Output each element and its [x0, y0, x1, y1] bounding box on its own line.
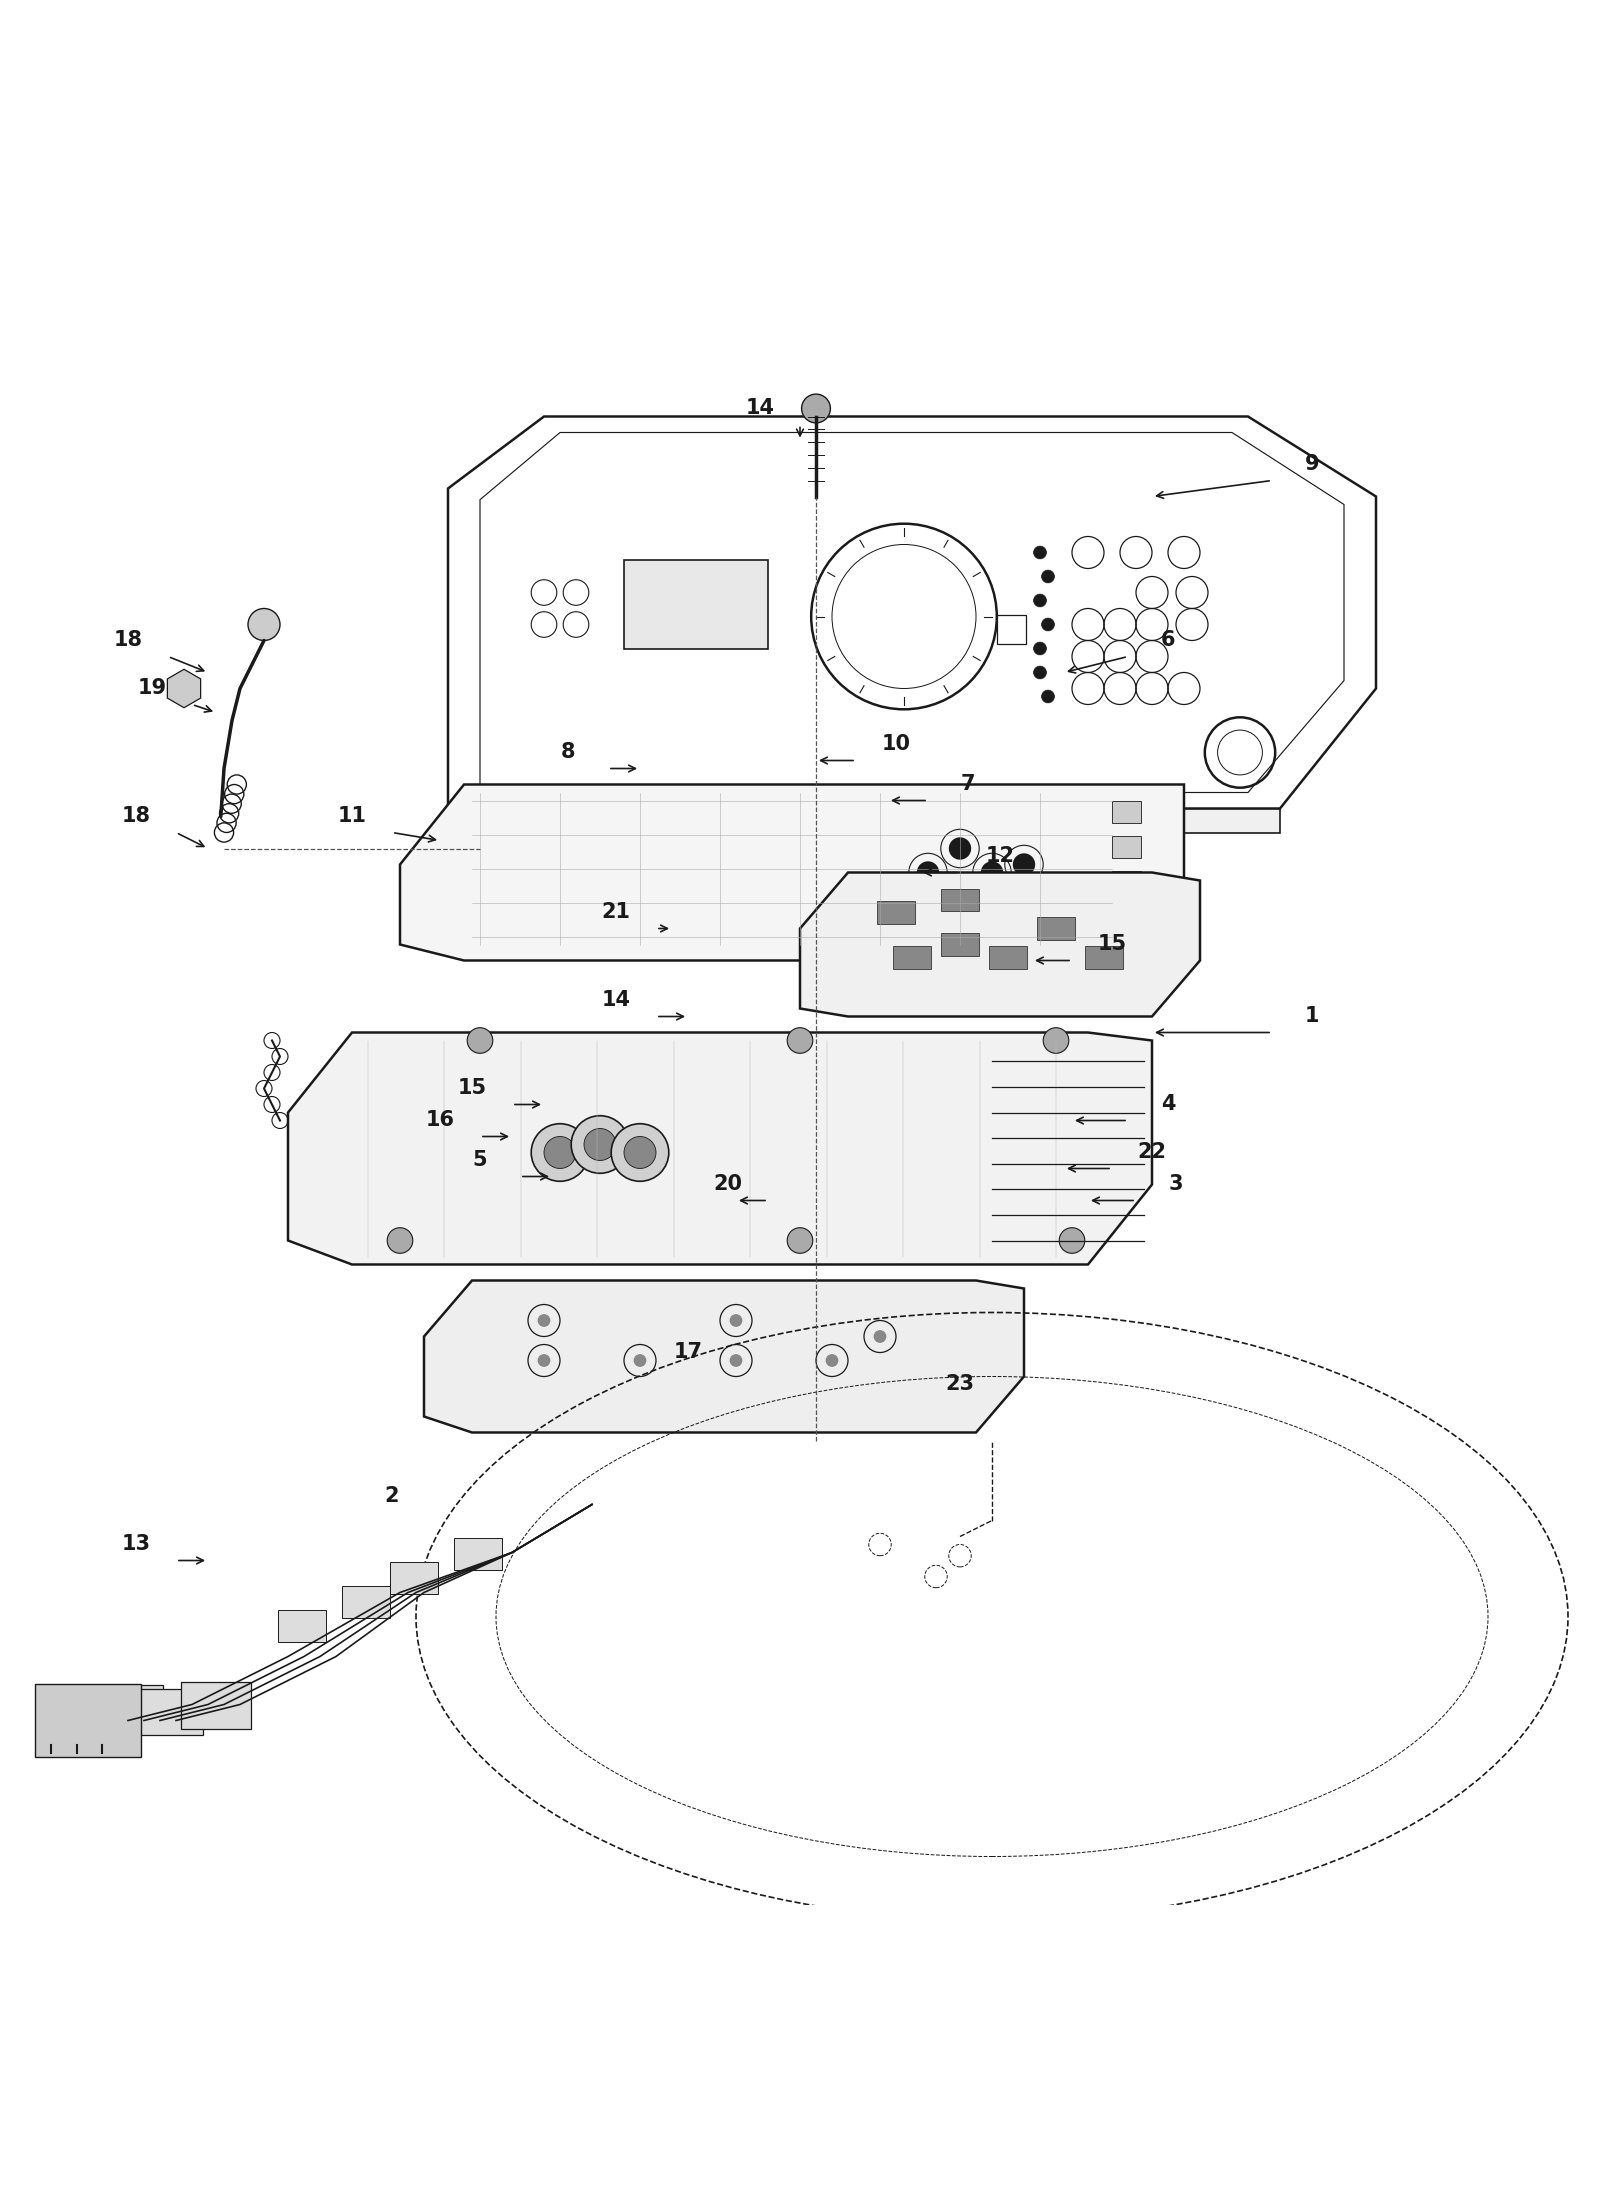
Circle shape — [787, 1228, 813, 1253]
Circle shape — [826, 1354, 838, 1367]
Circle shape — [730, 1314, 742, 1328]
Text: 8: 8 — [560, 742, 576, 762]
Text: 22: 22 — [1138, 1142, 1166, 1162]
Circle shape — [538, 1314, 550, 1328]
FancyBboxPatch shape — [278, 1610, 326, 1641]
FancyBboxPatch shape — [454, 1537, 502, 1571]
FancyBboxPatch shape — [941, 888, 979, 910]
Text: 4: 4 — [1160, 1093, 1176, 1116]
Circle shape — [981, 862, 1003, 884]
Circle shape — [1042, 689, 1054, 702]
FancyBboxPatch shape — [1037, 917, 1075, 939]
Circle shape — [1013, 853, 1035, 875]
Circle shape — [802, 393, 830, 422]
Text: 16: 16 — [426, 1111, 454, 1131]
FancyBboxPatch shape — [1085, 945, 1123, 968]
FancyBboxPatch shape — [1112, 870, 1141, 892]
FancyBboxPatch shape — [893, 945, 931, 968]
FancyBboxPatch shape — [1112, 835, 1141, 857]
Text: 20: 20 — [714, 1175, 742, 1195]
Circle shape — [1034, 594, 1046, 607]
Circle shape — [387, 1228, 413, 1253]
FancyBboxPatch shape — [1112, 906, 1141, 928]
Text: 3: 3 — [1168, 1175, 1184, 1195]
Circle shape — [1034, 667, 1046, 678]
Circle shape — [787, 1027, 813, 1054]
Circle shape — [1034, 643, 1046, 654]
FancyBboxPatch shape — [342, 1586, 390, 1619]
Circle shape — [730, 1354, 742, 1367]
Text: 9: 9 — [1304, 455, 1320, 475]
FancyBboxPatch shape — [93, 1685, 163, 1732]
Circle shape — [1042, 619, 1054, 632]
Circle shape — [1043, 1027, 1069, 1054]
Text: 19: 19 — [138, 678, 166, 698]
FancyBboxPatch shape — [941, 932, 979, 956]
Circle shape — [1059, 1228, 1085, 1253]
Circle shape — [1034, 546, 1046, 559]
Text: 1: 1 — [1304, 1007, 1320, 1027]
Circle shape — [611, 1124, 669, 1182]
Text: 12: 12 — [986, 846, 1014, 866]
Text: 14: 14 — [602, 990, 630, 1010]
Circle shape — [584, 1129, 616, 1160]
Polygon shape — [448, 808, 1280, 833]
Text: 13: 13 — [122, 1535, 150, 1555]
Text: 18: 18 — [122, 806, 150, 826]
Text: 15: 15 — [1098, 934, 1126, 954]
Circle shape — [874, 1330, 886, 1343]
Circle shape — [571, 1116, 629, 1173]
Circle shape — [531, 1124, 589, 1182]
FancyBboxPatch shape — [390, 1562, 438, 1595]
Circle shape — [1042, 570, 1054, 583]
FancyBboxPatch shape — [1112, 800, 1141, 824]
FancyBboxPatch shape — [35, 1683, 141, 1758]
Circle shape — [624, 1135, 656, 1169]
Circle shape — [538, 1354, 550, 1367]
Polygon shape — [800, 873, 1200, 1016]
Text: 10: 10 — [882, 736, 910, 755]
Text: 11: 11 — [338, 806, 366, 826]
Text: 21: 21 — [602, 903, 630, 923]
Text: 18: 18 — [114, 630, 142, 649]
FancyBboxPatch shape — [877, 901, 915, 923]
Circle shape — [467, 1027, 493, 1054]
Circle shape — [544, 1135, 576, 1169]
Polygon shape — [288, 1032, 1152, 1264]
Text: 14: 14 — [746, 398, 774, 418]
Text: 17: 17 — [674, 1343, 702, 1363]
FancyBboxPatch shape — [133, 1688, 203, 1734]
Text: 7: 7 — [960, 775, 976, 795]
Text: 23: 23 — [946, 1374, 974, 1394]
Circle shape — [634, 1354, 646, 1367]
Circle shape — [248, 607, 280, 641]
Polygon shape — [424, 1281, 1024, 1431]
Circle shape — [917, 862, 939, 884]
Circle shape — [949, 837, 971, 859]
FancyBboxPatch shape — [181, 1681, 251, 1727]
Polygon shape — [400, 784, 1184, 961]
Text: 6: 6 — [1160, 630, 1176, 649]
FancyBboxPatch shape — [624, 561, 768, 649]
FancyBboxPatch shape — [989, 945, 1027, 968]
Text: 2: 2 — [384, 1487, 400, 1507]
Text: 15: 15 — [458, 1078, 486, 1098]
Text: 5: 5 — [472, 1151, 488, 1171]
